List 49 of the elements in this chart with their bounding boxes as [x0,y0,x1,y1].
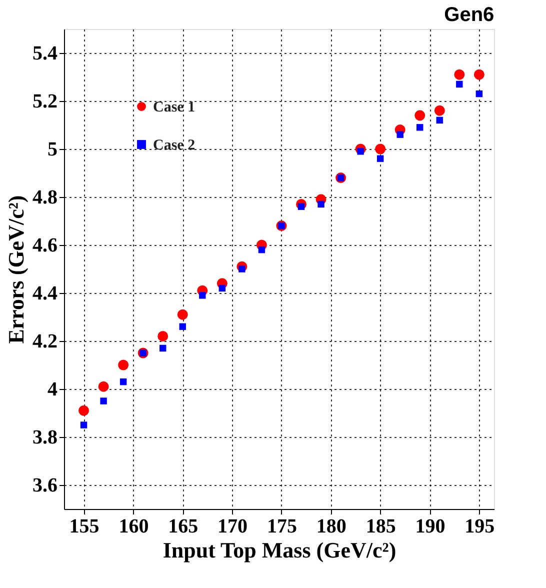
x-tick-label: 170 [218,516,248,538]
point [375,144,386,154]
y-axis-title: Errors (GeV/c²) [4,195,28,344]
point [177,309,188,320]
point [396,131,404,138]
x-tick-label: 165 [168,516,198,538]
y-tick-label: 4.8 [32,186,58,208]
x-tick-label: 160 [118,516,149,538]
point [218,284,226,292]
y-tick-label: 4.2 [32,330,58,352]
point [476,90,483,98]
legend-label: Case 2 [153,138,196,154]
point [78,405,90,416]
chart-title: Gen6 [444,4,494,26]
y-tick-label: 5.2 [32,90,58,112]
point [159,344,166,352]
point [120,378,127,386]
legend-label: Case 1 [153,100,196,116]
point [414,110,426,121]
point [416,124,424,131]
point [199,292,206,299]
y-tick-label: 4.4 [32,282,58,304]
x-tick-label: 180 [316,516,346,538]
point [456,80,463,88]
y-tick-label: 4.6 [32,234,58,256]
point [436,116,443,124]
y-tick-label: 3.8 [32,426,58,448]
y-tick-label: 4 [48,378,58,400]
point [80,422,88,428]
point [474,69,484,80]
y-tick-label: 5.4 [32,42,58,64]
x-tick-label: 185 [366,516,396,538]
point [100,398,107,404]
x-tick-label: 190 [415,516,446,538]
point [179,323,186,330]
point [376,155,384,162]
point [434,105,445,116]
x-tick-label: 195 [464,516,495,538]
point [258,246,266,254]
x-tick-label: 155 [69,516,100,538]
point [318,200,324,208]
point [98,381,109,392]
y-tick-label: 5 [48,138,58,160]
point [158,330,168,342]
x-tick-label: 175 [266,516,297,538]
point [454,69,465,80]
point [118,360,129,370]
y-tick-label: 3.6 [32,474,58,496]
x-axis-title: Input Top Mass (GeV/c²) [162,538,396,562]
